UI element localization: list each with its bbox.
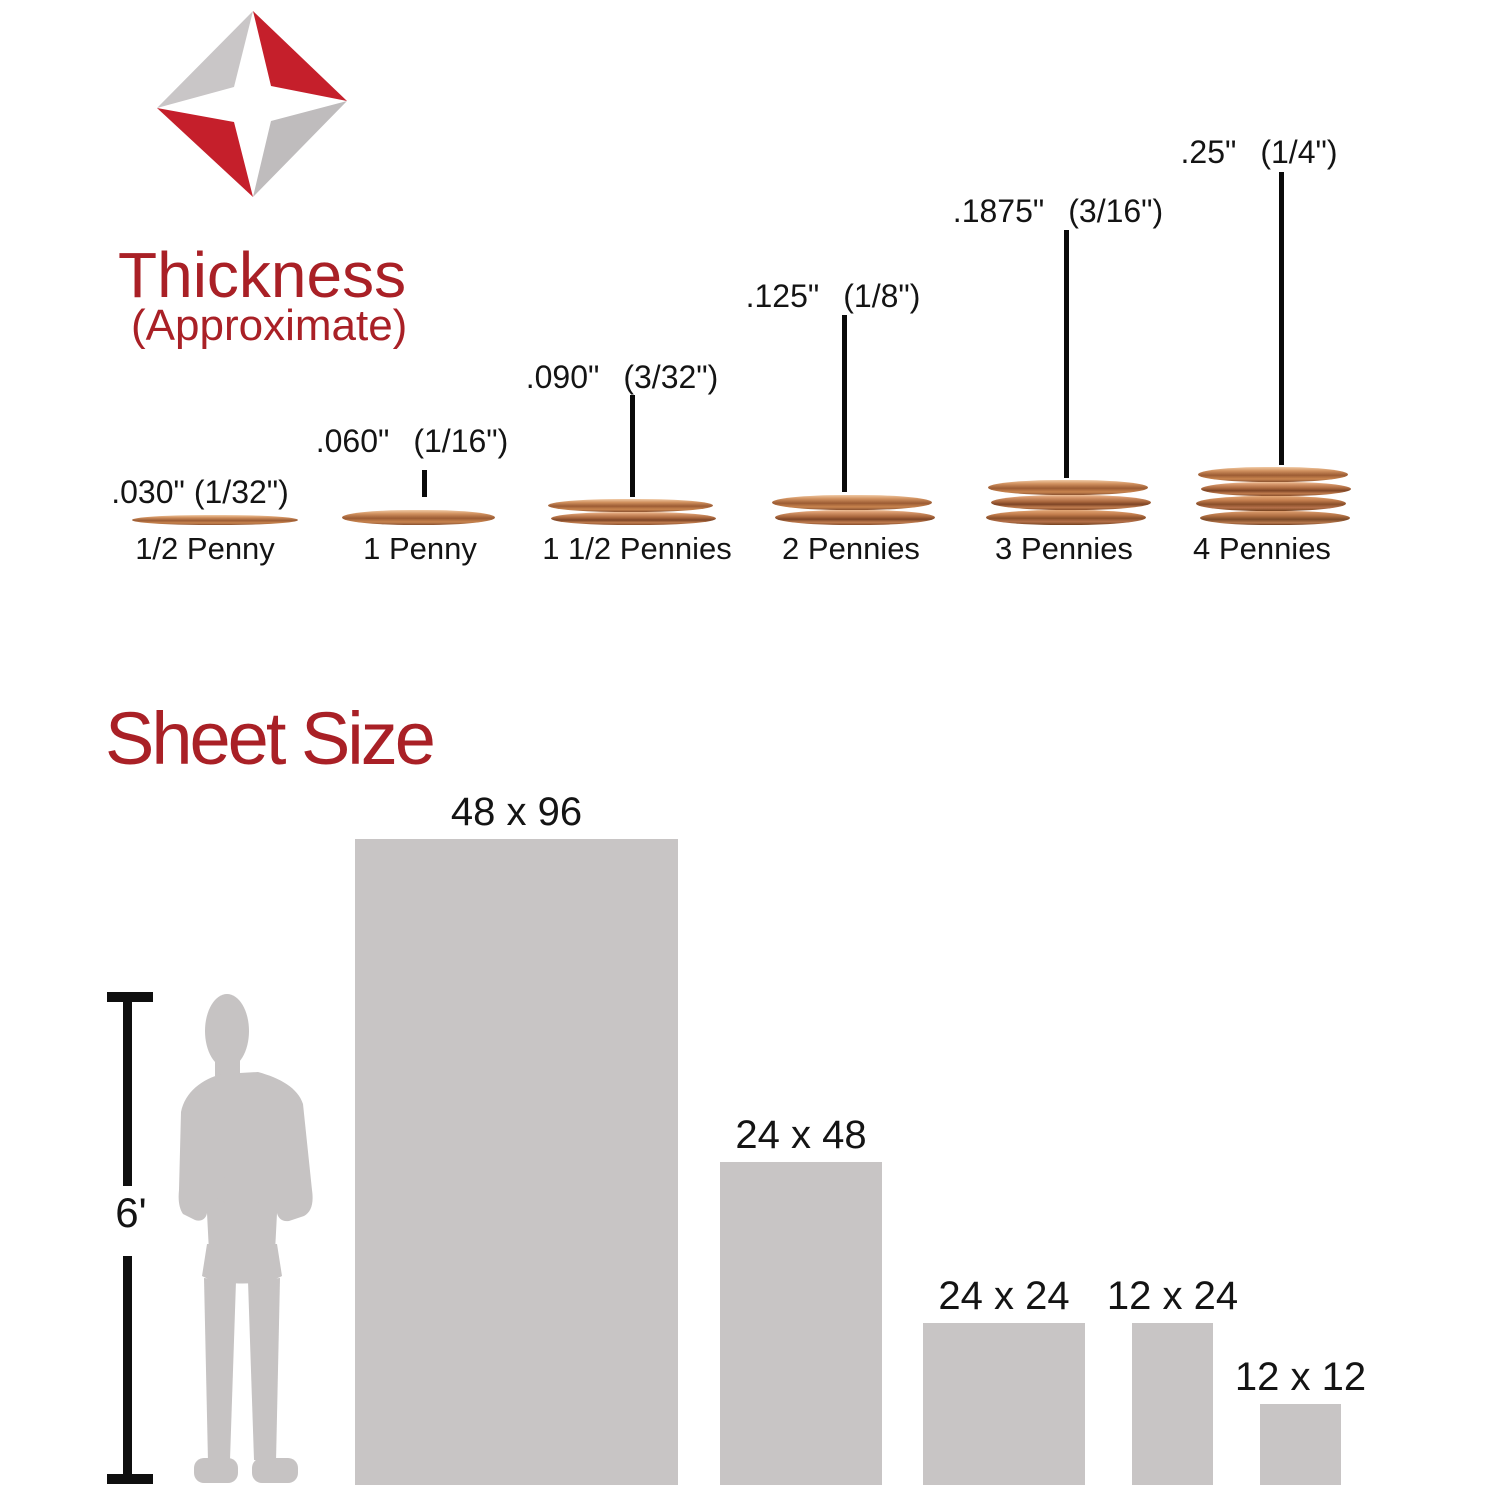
sheet-size-bar bbox=[355, 839, 678, 1485]
sheet-size-label: 48 x 96 bbox=[450, 790, 583, 834]
penny-count-label: 1 1/2 Pennies bbox=[542, 531, 732, 566]
penny-stack bbox=[986, 480, 1151, 525]
thickness-subtitle: (Approximate) bbox=[131, 301, 408, 350]
sheet-size-label: 24 x 24 bbox=[938, 1274, 1070, 1318]
sheet-size-bar bbox=[720, 1162, 882, 1485]
ruler-top-cap bbox=[107, 992, 153, 1002]
thickness-indicator-line bbox=[422, 470, 427, 497]
height-reference-label: 6' bbox=[115, 1189, 147, 1236]
thickness-fraction: (1/4") bbox=[1260, 134, 1338, 170]
penny-edge bbox=[1201, 482, 1351, 496]
penny-edge bbox=[1196, 496, 1346, 511]
thickness-fraction: (3/32") bbox=[623, 359, 719, 395]
thickness-value: .125" bbox=[745, 278, 820, 314]
thickness-indicator-line bbox=[1064, 230, 1069, 478]
sheet-size-bar bbox=[1132, 1323, 1213, 1485]
ruler-upper-segment bbox=[123, 1000, 132, 1186]
person-silhouette-icon bbox=[178, 994, 313, 1483]
sheet-size-label: 24 x 48 bbox=[735, 1113, 867, 1157]
ruler-bottom-cap bbox=[107, 1474, 153, 1484]
thickness-measurement: .25" (1/4") bbox=[1181, 134, 1338, 171]
penny-edge bbox=[991, 495, 1151, 510]
penny-edge bbox=[547, 499, 713, 512]
thickness-indicator-line bbox=[842, 315, 847, 492]
penny-stack bbox=[772, 495, 935, 525]
thickness-fraction: (1/32") bbox=[193, 474, 289, 510]
thickness-measurement: .1875" (3/16") bbox=[953, 193, 1163, 230]
penny-edge bbox=[986, 510, 1146, 525]
ruler-lower-segment bbox=[123, 1256, 132, 1476]
penny-edge bbox=[775, 510, 935, 525]
penny-edge bbox=[772, 495, 932, 510]
penny-count-label: 4 Pennies bbox=[1193, 531, 1331, 566]
penny-stack bbox=[1196, 467, 1351, 525]
penny-count-label: 1 Penny bbox=[363, 531, 477, 566]
thickness-indicator-line bbox=[1279, 172, 1284, 465]
penny-count-label: 2 Pennies bbox=[782, 531, 920, 566]
thickness-measurement: .060" (1/16") bbox=[316, 423, 509, 460]
thickness-measurement: .090" (3/32") bbox=[526, 359, 719, 396]
thickness-measurement: .125" (1/8") bbox=[746, 278, 921, 315]
thickness-fraction: (1/16") bbox=[413, 423, 509, 459]
sheet-size-label: 12 x 24 bbox=[1106, 1274, 1239, 1318]
penny-edge bbox=[550, 512, 716, 525]
penny-count-label: 1/2 Penny bbox=[135, 531, 275, 566]
thickness-title: Thickness bbox=[118, 239, 407, 311]
thickness-measurement: .030" (1/32") bbox=[111, 474, 289, 511]
thickness-value: .030" bbox=[111, 474, 185, 510]
sheet-size-label: 12 x 12 bbox=[1234, 1355, 1367, 1399]
sheet-size-bar bbox=[1260, 1404, 1341, 1485]
thickness-value: .090" bbox=[525, 359, 600, 395]
penny-edge bbox=[132, 515, 298, 525]
thickness-fraction: (1/8") bbox=[843, 278, 921, 314]
penny-edge bbox=[988, 480, 1148, 495]
thickness-value: .25" bbox=[1180, 134, 1237, 170]
penny-edge bbox=[1200, 511, 1350, 525]
thickness-fraction: (3/16") bbox=[1068, 193, 1164, 229]
penny-stack bbox=[341, 510, 495, 525]
penny-stack bbox=[547, 499, 716, 525]
thickness-value: .060" bbox=[315, 423, 390, 459]
penny-edge bbox=[1198, 467, 1348, 482]
penny-edge bbox=[341, 510, 495, 525]
penny-stack bbox=[132, 515, 298, 525]
penny-count-label: 3 Pennies bbox=[995, 531, 1133, 566]
thickness-value: .1875" bbox=[952, 193, 1045, 229]
diamond-star-logo-icon bbox=[157, 11, 347, 197]
sheet-size-title: Sheet Size bbox=[105, 697, 436, 780]
sheet-size-chart: 48 x 96 24 x 48 24 x 24 12 x 24 12 x 12 bbox=[355, 790, 1366, 1485]
thickness-comparison: .030" (1/32") 1/2 Penny .060" (1/16") 1 Penny… bbox=[0, 0, 1500, 620]
sheet-size-bar bbox=[923, 1323, 1085, 1485]
thickness-indicator-line bbox=[630, 395, 635, 497]
